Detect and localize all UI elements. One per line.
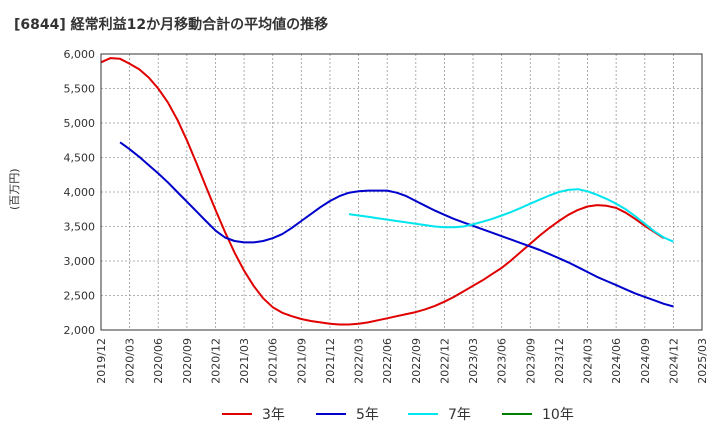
- x-tick-label: 2023/06: [496, 338, 509, 384]
- x-tick-label: 2020/09: [181, 338, 194, 384]
- y-tick-label: 5,000: [64, 117, 96, 130]
- x-tick-label: 2021/03: [238, 338, 251, 384]
- y-tick-labels: 2,000 2,500 3,000 3,500 4,000 4,500 5,000 5,500…: [64, 48, 96, 337]
- y-tick-label: 4,500: [64, 152, 96, 165]
- y-tick-label: 2,000: [64, 324, 96, 337]
- x-tick-label: 2022/03: [353, 338, 366, 384]
- series-line-0: [100, 57, 665, 326]
- x-tick-label: 2022/06: [381, 338, 394, 384]
- series-line-1: [119, 141, 674, 308]
- series-line-2: [348, 188, 674, 243]
- x-tick-label: 2023/09: [524, 338, 537, 384]
- x-tick-label: 2023/12: [553, 338, 566, 384]
- x-tick-label: 2024/12: [667, 338, 680, 384]
- grid: [100, 53, 703, 331]
- plot-frame: [100, 53, 703, 331]
- x-tick-label: 2021/12: [324, 338, 337, 384]
- y-tick-label: 6,000: [64, 48, 96, 61]
- y-tick-label: 5,500: [64, 83, 96, 96]
- legend-label: 7年: [448, 407, 471, 423]
- x-tick-label: 2021/06: [267, 338, 280, 384]
- x-tick-label: 2020/12: [209, 338, 222, 384]
- y-tick-label: 3,000: [64, 255, 96, 268]
- x-tick-label: 2021/09: [295, 338, 308, 384]
- x-tick-label: 2024/06: [610, 338, 623, 384]
- x-tick-label: 2024/09: [639, 338, 652, 384]
- chart-title: [6844] 経常利益12か月移動合計の平均値の推移: [14, 17, 329, 33]
- legend: 3年 5年 7年 10年: [222, 407, 574, 423]
- x-tick-label: 2019/12: [95, 338, 108, 384]
- series-lines: [100, 57, 674, 326]
- x-tick-label: 2022/12: [438, 338, 451, 384]
- x-tick-labels: 2019/12 2020/03 2020/06 2020/09 2020/12 2021/…: [95, 338, 709, 384]
- x-tick-label: 2020/03: [124, 338, 137, 384]
- x-tick-label: 2020/06: [152, 338, 165, 384]
- x-tick-label: 2025/03: [696, 338, 709, 384]
- x-tick-label: 2022/09: [410, 338, 423, 384]
- legend-label: 3年: [262, 407, 285, 423]
- y-tick-label: 4,000: [64, 186, 96, 199]
- x-tick-label: 2023/03: [467, 338, 480, 384]
- x-tick-label: 2024/03: [582, 338, 595, 384]
- y-tick-label: 3,500: [64, 221, 96, 234]
- y-tick-label: 2,500: [64, 290, 96, 303]
- legend-label: 10年: [542, 407, 574, 423]
- legend-label: 5年: [356, 407, 379, 423]
